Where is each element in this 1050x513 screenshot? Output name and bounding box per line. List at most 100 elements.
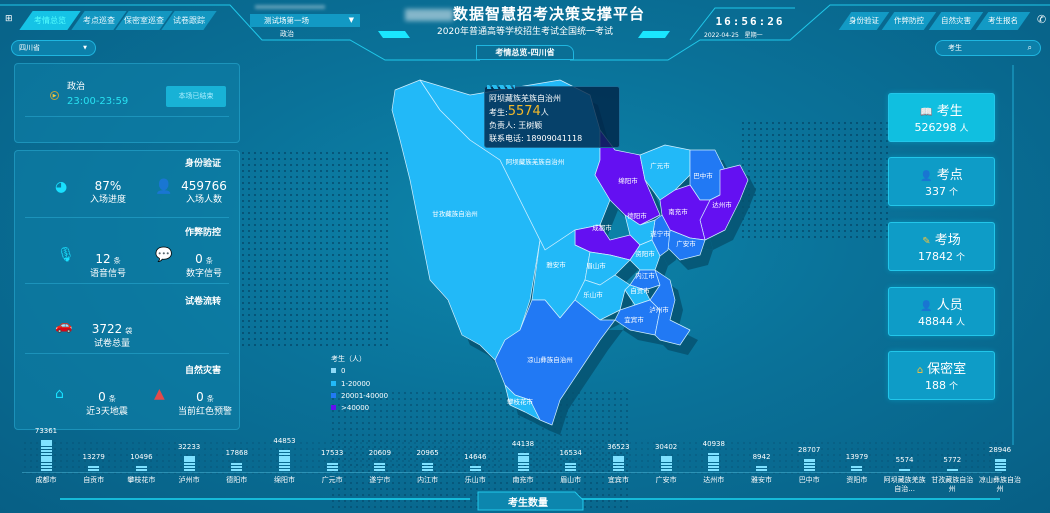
region-label: 自贡市 <box>630 286 650 295</box>
bar-value-label: 8942 <box>752 452 771 461</box>
map-region[interactable] <box>639 144 691 201</box>
region-label: 巴中市 <box>693 171 713 180</box>
section-title-identity: 身份验证 <box>184 159 221 169</box>
paper-total: 3722 袋试卷总量 <box>91 322 133 349</box>
bar-segment <box>994 459 1006 462</box>
bar-segment <box>612 469 624 472</box>
legend-item[interactable]: >40000 <box>331 404 369 412</box>
bar-segment <box>279 459 290 462</box>
bar-value-label: 28946 <box>988 446 1012 455</box>
decor-frame <box>1012 65 1042 445</box>
bar-segment <box>565 469 577 472</box>
legend-item[interactable]: 20001-40000 <box>331 392 388 400</box>
region-label: 雅安市 <box>546 260 566 269</box>
bar-segment <box>469 469 481 472</box>
play-icon: ▶ <box>50 91 59 100</box>
map-region[interactable] <box>624 284 651 306</box>
chat-bubble-icon: 💬 <box>155 247 173 263</box>
bar-segment <box>374 465 386 469</box>
session-ended-button[interactable]: 本场已结束 <box>166 86 226 107</box>
bar-value-label: 30402 <box>654 443 678 451</box>
microphone-icon: 🎙 <box>57 247 75 263</box>
decor-dots <box>740 120 890 240</box>
users-icon: 👤 <box>155 179 173 195</box>
bar-segment <box>40 449 52 453</box>
voice-signal: 12 条语音信号 <box>89 252 126 279</box>
bar-value-label: 44853 <box>273 436 296 445</box>
bar-segment <box>708 469 720 472</box>
bar-segment <box>994 462 1006 465</box>
bar-value-label: 14646 <box>464 452 487 461</box>
bar-segment <box>231 465 243 469</box>
map-region[interactable] <box>504 384 541 421</box>
summary-card[interactable]: ✎ 考场 17842 个 <box>888 222 995 271</box>
search-input[interactable]: 考生 ⌕ <box>935 40 1041 56</box>
region-label: 甘孜藏族自治州 <box>432 209 478 218</box>
bar-segment <box>183 456 195 459</box>
bar-category-label: 广元市 <box>321 476 343 484</box>
bar-segment <box>517 462 529 465</box>
section-title-disaster: 自然灾害 <box>184 366 221 376</box>
divider <box>25 217 229 218</box>
entry-progress: 87% 入场进度 <box>89 179 126 205</box>
bar-value-label: 13979 <box>845 452 869 461</box>
summary-card[interactable]: 👤 人员 48844 人 <box>888 287 995 336</box>
bar-category-label: 绵阳市 <box>274 476 295 484</box>
summary-card[interactable]: 📖 考生 526298 人 <box>888 93 995 142</box>
decor-dots <box>525 440 1005 474</box>
student-icon: 📖 <box>920 107 933 118</box>
section-title-papers: 试卷流转 <box>184 297 221 307</box>
bar-segment <box>326 462 338 465</box>
bar-segment <box>326 469 338 472</box>
bar-value-label: 73361 <box>34 427 58 435</box>
summary-card[interactable]: 👤 考点 337 个 <box>888 157 995 206</box>
region-label: 广安市 <box>676 239 696 248</box>
map-region[interactable] <box>629 269 661 291</box>
bar-segment <box>612 456 624 459</box>
session-time: 23:00-23:59 <box>67 96 129 107</box>
bar-value-label: 36523 <box>607 443 630 451</box>
bar-category-label: 甘孜藏族自治州 <box>931 476 974 493</box>
bar-segment <box>899 469 911 472</box>
bar-segment <box>660 459 672 462</box>
bar-segment <box>279 462 290 465</box>
region-label: 眉山市 <box>586 261 606 270</box>
region-label: 阿坝藏族羌族自治州 <box>506 157 565 166</box>
bar-category-label: 德阳市 <box>226 476 248 484</box>
phone-icon[interactable]: ✆ <box>1037 13 1047 26</box>
map-region[interactable] <box>649 269 691 346</box>
bar-segment <box>231 469 243 472</box>
bar-category-label: 自贡市 <box>83 476 105 484</box>
province-select[interactable]: 四川省 ▼ <box>11 40 96 56</box>
safe-house-icon: ⌂ <box>916 365 924 376</box>
grid-menu-icon[interactable]: ⊞ <box>5 14 13 24</box>
bar-value-label: 28707 <box>798 446 821 455</box>
bar-value-label: 5574 <box>895 455 914 464</box>
legend-item[interactable]: 0 <box>331 367 345 375</box>
summary-card[interactable]: ⌂ 保密室 188 个 <box>888 351 995 400</box>
section-title-cheating: 作弊防控 <box>184 228 221 238</box>
decor-stripes <box>487 85 515 89</box>
search-icon[interactable]: ⌕ <box>1027 43 1032 52</box>
digital-signal: 0 条数字信号 <box>185 252 222 279</box>
region-label: 凉山彝族自治州 <box>527 355 573 364</box>
bar-segment <box>803 469 815 472</box>
bar-segment <box>517 459 529 462</box>
region-label: 宜宾市 <box>624 315 644 324</box>
region-label: 资阳市 <box>635 249 655 258</box>
map-region[interactable] <box>699 164 749 241</box>
bar-segment <box>469 465 481 469</box>
bar-value-label: 16534 <box>559 449 582 458</box>
bar-value-label: 17868 <box>225 449 248 458</box>
legend-item[interactable]: 1-20000 <box>331 380 370 388</box>
region-label: 乐山市 <box>583 290 603 299</box>
divider <box>25 116 229 117</box>
bar-segment <box>708 453 720 456</box>
x-axis <box>22 472 1002 473</box>
session-select[interactable]: 测试场第一场 ▼ <box>250 14 360 27</box>
bar-segment <box>40 443 52 446</box>
entry-count: 459766 入场人数 <box>181 179 227 205</box>
clock-time: 16:56:26 <box>715 15 785 28</box>
chevron-down-icon: ▼ <box>83 45 87 51</box>
chart-title-frame <box>60 491 1000 511</box>
